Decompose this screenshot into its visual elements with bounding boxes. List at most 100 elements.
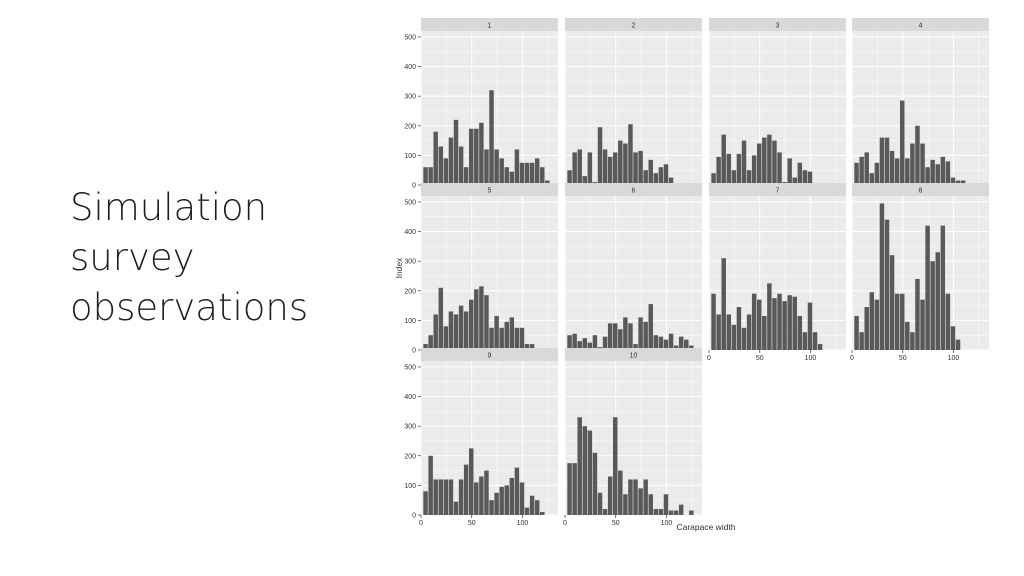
histogram-bar bbox=[572, 333, 577, 350]
histogram-bar bbox=[935, 252, 940, 350]
histogram-bar bbox=[643, 479, 648, 515]
y-tick-label: 200 bbox=[404, 123, 416, 130]
facet-strip bbox=[709, 183, 846, 196]
histogram-bar bbox=[716, 156, 721, 185]
histogram-bar bbox=[602, 509, 608, 515]
histogram-bar bbox=[453, 501, 459, 515]
histogram-bar bbox=[474, 289, 479, 350]
histogram-bar bbox=[587, 152, 593, 185]
histogram-bar bbox=[489, 327, 494, 350]
histogram-bar bbox=[474, 128, 479, 185]
facet-panel bbox=[565, 196, 702, 350]
histogram-bar bbox=[879, 203, 885, 350]
facet-label: 6 bbox=[632, 188, 636, 195]
histogram-bar bbox=[777, 152, 782, 185]
histogram-bar bbox=[628, 323, 633, 350]
y-tick-label: 500 bbox=[404, 34, 416, 41]
histogram-bar bbox=[930, 261, 935, 350]
title-line-1: Simulation bbox=[70, 186, 268, 229]
y-tick-label: 200 bbox=[404, 288, 416, 295]
histogram-bar bbox=[479, 286, 484, 350]
y-tick-label: 400 bbox=[404, 394, 416, 401]
histogram-bar bbox=[658, 336, 664, 350]
histogram-bar bbox=[741, 327, 747, 350]
histogram-bar bbox=[689, 510, 694, 515]
histogram-bar bbox=[489, 500, 494, 515]
histogram-bar bbox=[607, 323, 613, 350]
y-tick-label: 500 bbox=[404, 364, 416, 371]
histogram-bar bbox=[463, 167, 469, 185]
histogram-bar bbox=[612, 417, 618, 515]
histogram-bar bbox=[945, 161, 951, 185]
facet-strip bbox=[565, 348, 702, 361]
histogram-bar bbox=[509, 317, 515, 350]
histogram-bar bbox=[514, 467, 520, 515]
histogram-bar bbox=[458, 479, 464, 515]
histogram-bar bbox=[618, 140, 623, 185]
histogram-bar bbox=[509, 477, 515, 515]
y-tick-label: 0 bbox=[412, 348, 416, 355]
histogram-bar bbox=[940, 225, 946, 350]
histogram-bar bbox=[869, 292, 875, 350]
x-tick-label: 100 bbox=[661, 520, 673, 527]
histogram-bar bbox=[869, 173, 875, 185]
histogram-bar bbox=[663, 164, 669, 185]
facet-label: 8 bbox=[919, 188, 923, 195]
histogram-bar bbox=[731, 324, 737, 350]
histogram-bar bbox=[504, 485, 509, 515]
histogram-bar bbox=[772, 140, 777, 185]
histogram-bar bbox=[489, 90, 494, 185]
histogram-bar bbox=[935, 164, 940, 185]
histogram-bar bbox=[658, 509, 664, 515]
histogram-bar bbox=[668, 177, 674, 185]
histogram-bar bbox=[519, 327, 525, 350]
x-axis-title: Carapace width bbox=[676, 522, 735, 532]
histogram-bar bbox=[468, 448, 474, 515]
x-tick-label: 50 bbox=[899, 355, 907, 362]
histogram-bar bbox=[762, 315, 767, 350]
facet-strip bbox=[421, 348, 558, 361]
x-tick-label: 0 bbox=[563, 520, 567, 527]
histogram-bar bbox=[648, 304, 653, 350]
histogram-bar bbox=[602, 149, 608, 185]
histogram-bar bbox=[762, 137, 767, 185]
facet-strip bbox=[421, 18, 558, 31]
histogram-bar bbox=[884, 219, 890, 350]
histogram-bar bbox=[618, 470, 623, 515]
title-line-3: observations bbox=[70, 286, 309, 329]
histogram-bar bbox=[925, 167, 930, 185]
histogram-bar bbox=[443, 326, 449, 350]
histogram-bar bbox=[689, 345, 694, 350]
histogram-bar bbox=[433, 131, 438, 185]
histogram-bar bbox=[859, 156, 864, 185]
histogram-bar bbox=[428, 167, 433, 185]
histogram-bar bbox=[592, 335, 598, 350]
y-tick-label: 400 bbox=[404, 64, 416, 71]
histogram-bar bbox=[756, 143, 762, 185]
histogram-bar bbox=[864, 152, 869, 185]
histogram-bar bbox=[545, 180, 550, 185]
histogram-bar bbox=[428, 455, 433, 515]
histogram-bar bbox=[612, 152, 618, 185]
x-tick-label: 50 bbox=[612, 520, 620, 527]
histogram-bar bbox=[643, 170, 648, 185]
histogram-bar bbox=[587, 342, 593, 350]
facet-label: 2 bbox=[632, 23, 636, 30]
histogram-bar bbox=[792, 177, 797, 185]
histogram-bar bbox=[940, 156, 946, 185]
histogram-bar bbox=[479, 476, 484, 515]
histogram-bar bbox=[817, 344, 823, 350]
histogram-bar bbox=[792, 296, 797, 350]
histogram-bar bbox=[960, 180, 966, 185]
histogram-bar bbox=[567, 335, 572, 350]
histogram-bar bbox=[930, 159, 935, 185]
histogram-bar bbox=[920, 299, 925, 350]
facet-strip bbox=[852, 183, 989, 196]
x-tick-label: 100 bbox=[805, 355, 817, 362]
x-tick-label: 0 bbox=[850, 355, 854, 362]
histogram-bar bbox=[726, 314, 732, 350]
histogram-bar bbox=[567, 463, 572, 515]
histogram-bar bbox=[756, 299, 762, 350]
histogram-bar bbox=[889, 255, 895, 350]
histogram-bar bbox=[438, 479, 444, 515]
